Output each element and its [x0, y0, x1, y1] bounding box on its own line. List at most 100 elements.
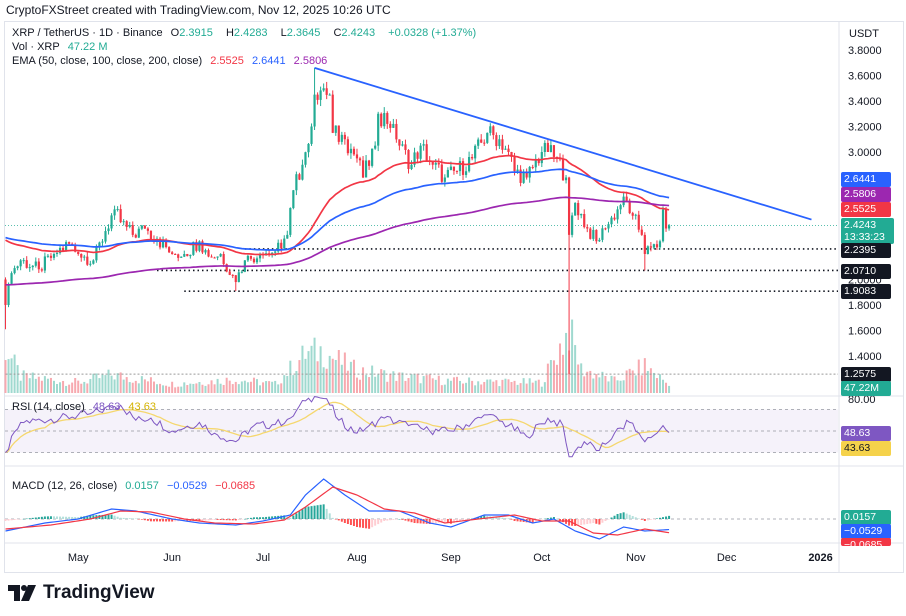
macd-histogram-bar	[334, 519, 337, 520]
macd-histogram-bar	[431, 519, 434, 524]
candle-body	[101, 241, 104, 243]
volume-bar	[355, 377, 358, 393]
candle-body	[540, 152, 543, 164]
volume-bar	[189, 383, 192, 393]
volume-bar	[634, 375, 637, 393]
macd-histogram-bar	[649, 519, 652, 520]
candle-body	[534, 159, 537, 168]
volume-bar	[452, 377, 455, 393]
volume-bar	[474, 385, 477, 393]
candle-body	[364, 160, 368, 178]
volume-label[interactable]: Vol · XRP	[12, 41, 60, 53]
candle-body	[298, 174, 301, 180]
candle-body	[186, 254, 189, 257]
price-tick-label: 1.8000	[848, 300, 882, 312]
volume-bar	[131, 382, 134, 393]
macd-histogram-bar	[143, 519, 146, 521]
volume-bar	[307, 351, 310, 393]
volume-bar	[558, 343, 561, 393]
macd-histogram-bar	[204, 519, 207, 521]
candle-body	[113, 209, 116, 216]
candle-body	[22, 260, 25, 262]
macd-histogram-bar	[74, 517, 77, 519]
macd-histogram-bar	[352, 519, 355, 526]
macd-histogram-bar	[631, 516, 634, 519]
macd-histogram-bar	[116, 516, 119, 519]
volume-bar	[77, 380, 80, 393]
volume-bar	[592, 378, 595, 393]
rsi-ma-tag: 43.63	[841, 441, 891, 456]
macd-histogram-bar	[616, 514, 619, 519]
volume-bar	[459, 380, 461, 393]
tradingview-logo[interactable]: TradingView	[8, 582, 155, 604]
macd-histogram-bar	[34, 517, 37, 519]
volume-bar	[237, 384, 240, 393]
volume-bar	[140, 376, 143, 393]
candle-body	[274, 251, 277, 253]
volume-bar	[119, 372, 122, 393]
candle-body	[498, 139, 501, 147]
macd-histogram-bar	[234, 519, 237, 521]
volume-bar	[180, 386, 183, 393]
volume-bar	[304, 358, 307, 393]
volume-bar	[495, 380, 498, 393]
volume-bar	[589, 370, 592, 393]
volume-bar	[146, 381, 149, 393]
candle-body	[119, 209, 122, 223]
currency-label[interactable]: USDT	[849, 28, 879, 40]
macd-histogram-bar	[7, 519, 10, 521]
volume-bar	[489, 379, 492, 393]
macd-histogram-bar	[662, 517, 665, 519]
ema100-tag: 2.6441	[841, 172, 891, 187]
volume-bar	[628, 368, 631, 393]
macd-histogram-bar	[222, 519, 225, 521]
rsi-ma-value: 43.63	[128, 401, 156, 413]
volume-bar	[440, 385, 443, 393]
macd-histogram-bar	[43, 516, 46, 519]
ema-legend: EMA (50, close, 100, close, 200, close) …	[12, 55, 332, 67]
candle-body	[392, 123, 395, 128]
descending-trendline	[314, 66, 812, 221]
rsi-label[interactable]: RSI (14, close)	[12, 401, 85, 413]
macd-histogram-bar	[107, 514, 110, 519]
ema-label[interactable]: EMA (50, close, 100, close, 200, close)	[12, 55, 203, 67]
volume-bar	[125, 377, 128, 393]
volume-bar	[49, 377, 52, 393]
candle-body	[492, 126, 495, 136]
candle-body	[301, 164, 304, 180]
macd-legend: MACD (12, 26, close) 0.0157 −0.0529 −0.0…	[12, 480, 260, 492]
volume-bar	[268, 381, 271, 393]
symbol-label[interactable]: XRP / TetherUS · 1D · Binance	[12, 27, 163, 39]
candle-body	[368, 160, 371, 166]
candle-body	[146, 228, 150, 231]
macd-histogram-bar	[319, 504, 322, 519]
volume-bar	[92, 373, 95, 393]
macd-histogram-bar	[552, 517, 555, 519]
candle-body	[43, 256, 46, 271]
candle-body	[631, 213, 634, 216]
volume-bar	[10, 358, 13, 393]
candle-body	[649, 246, 652, 248]
volume-bar	[543, 382, 546, 393]
candle-body	[316, 94, 319, 100]
candle-body	[531, 166, 534, 168]
candle-body	[543, 142, 546, 152]
macd-histogram-bar	[598, 519, 601, 525]
date-tick-label: Nov	[626, 552, 646, 564]
volume-bar	[586, 371, 589, 393]
volume-bar	[195, 383, 198, 393]
macd-histogram-bar	[259, 517, 262, 519]
macd-histogram-bar	[274, 516, 277, 519]
macd-label[interactable]: MACD (12, 26, close)	[12, 480, 118, 492]
date-tick-label: Sep	[441, 552, 461, 564]
candle-body	[104, 231, 107, 242]
macd-histogram-bar	[546, 518, 549, 519]
volume-bar	[637, 359, 640, 393]
macd-histogram-bar	[434, 519, 437, 524]
volume-bar	[501, 379, 504, 393]
macd-histogram-bar	[380, 519, 383, 523]
candle-body	[395, 123, 398, 140]
date-tick-label: 2026	[808, 552, 832, 564]
candle-body	[413, 152, 416, 165]
